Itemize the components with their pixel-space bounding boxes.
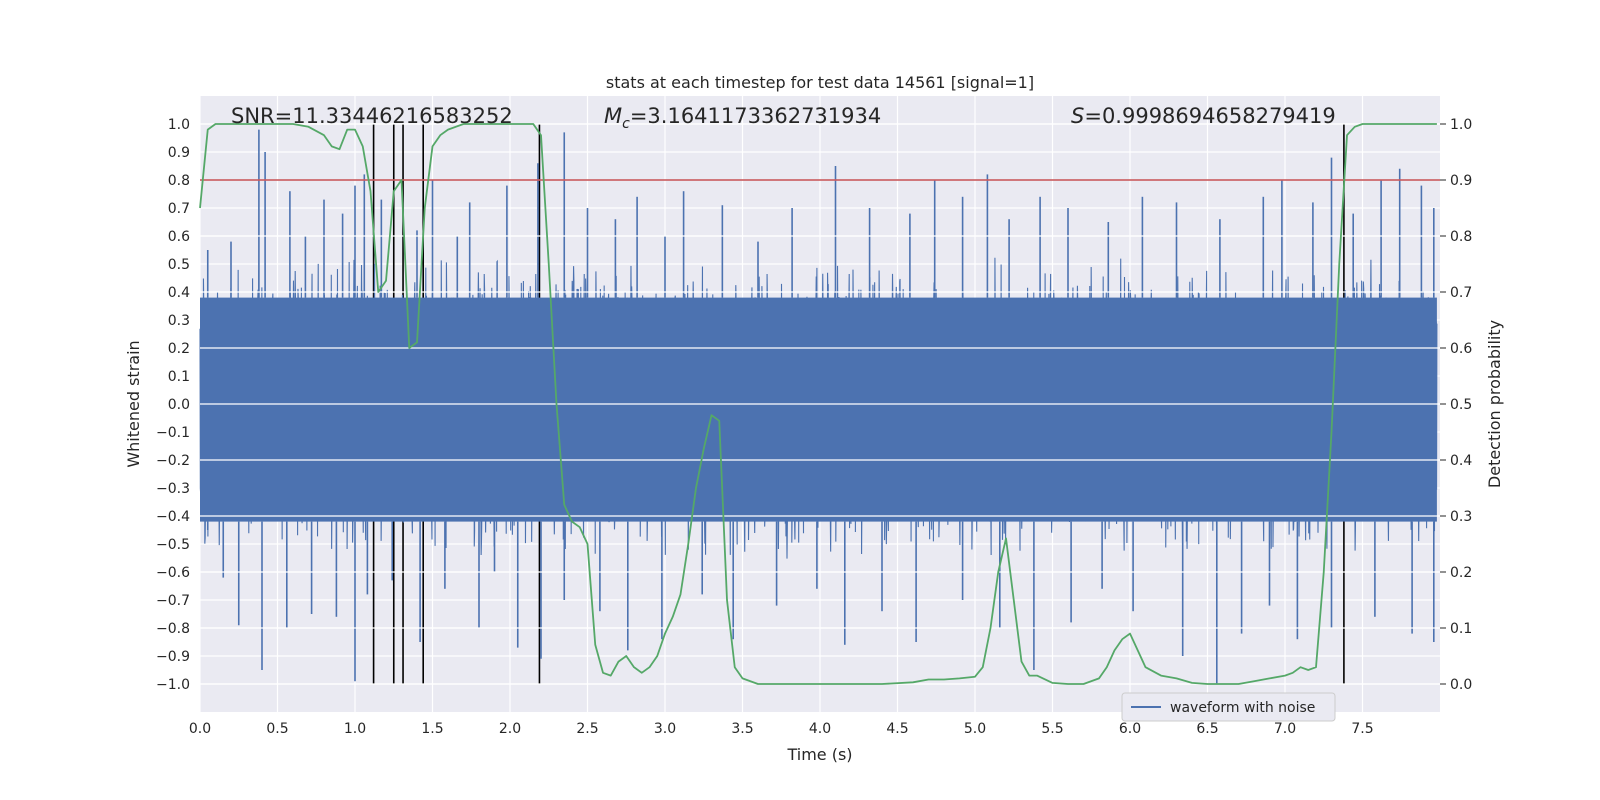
y2-tick-label: 0.7 <box>1450 285 1472 301</box>
x-tick-label: 1.5 <box>421 721 443 737</box>
y2-tick-label: 0.5 <box>1450 397 1472 413</box>
chirp-mass-annotation: Mc=3.1641173362731934 <box>604 104 881 132</box>
chart-title: stats at each timestep for test data 145… <box>606 73 1034 92</box>
y-tick-label: 0.3 <box>168 313 190 329</box>
y-tick-label: −1.0 <box>156 677 190 693</box>
y2-tick-label: 0.6 <box>1450 341 1472 357</box>
y-tick-label: 0.9 <box>168 145 190 161</box>
x-tick-label: 6.5 <box>1196 721 1218 737</box>
x-tick-label: 4.0 <box>809 721 831 737</box>
y2-tick-label: 0.8 <box>1450 229 1472 245</box>
y-tick-label: 0.6 <box>168 229 190 245</box>
y2-tick-label: 0.3 <box>1450 509 1472 525</box>
x-tick-label: 5.0 <box>964 721 986 737</box>
x-tick-label: 0.5 <box>266 721 288 737</box>
y-tick-label: −0.8 <box>156 621 190 637</box>
y-tick-label: 0.5 <box>168 257 190 273</box>
threshold-layer <box>200 123 1440 685</box>
y2-axis-label: Detection probability <box>1485 320 1504 488</box>
y-tick-label: −0.9 <box>156 649 190 665</box>
legend-box <box>1121 692 1336 722</box>
x-tick-label: 1.0 <box>344 721 366 737</box>
x-tick-label: 3.0 <box>654 721 676 737</box>
chirp-mass-subscript: c <box>622 116 630 132</box>
chirp-mass-symbol: M <box>604 104 622 128</box>
legend-label: waveform with noise <box>1170 700 1315 716</box>
y-tick-label: 0.0 <box>168 397 190 413</box>
probability-line <box>199 123 1437 685</box>
x-tick-label: 0.0 <box>189 721 211 737</box>
legend: waveform with noise <box>1121 692 1336 722</box>
tick-layer: 0.0 0.5 1.0 1.5 2.0 2.5 3.0 3.5 4.0 4.5 5.0 5.5 6.0 6… <box>156 117 1472 737</box>
y-tick-label: −0.2 <box>156 453 190 469</box>
y2-tick-label: 0.0 <box>1450 677 1472 693</box>
chirp-mass-value: =3.1641173362731934 <box>630 104 881 128</box>
waveform-core-band <box>200 297 1437 522</box>
y-tick-label: 0.1 <box>168 369 190 385</box>
y-tick-label: −0.5 <box>156 537 190 553</box>
y2-tick-label: 0.9 <box>1450 173 1472 189</box>
score-annotation: S=0.9998694658279419 <box>1071 104 1336 128</box>
y-tick-label: −0.7 <box>156 593 190 609</box>
snr-annotation: SNR=11.33446216583252 <box>231 104 513 128</box>
x-tick-label: 5.5 <box>1041 721 1063 737</box>
x-tick-label: 6.0 <box>1119 721 1141 737</box>
y-tick-label: −0.4 <box>156 509 190 525</box>
y2-tick-label: 0.4 <box>1450 453 1472 469</box>
y2-tick-label: 0.1 <box>1450 621 1472 637</box>
waveform-series <box>199 129 1438 684</box>
y-axis-label: Whitened strain <box>124 340 143 467</box>
x-tick-label: 3.5 <box>731 721 753 737</box>
x-tick-label: 7.5 <box>1351 721 1373 737</box>
score-value: =0.9998694658279419 <box>1084 104 1335 128</box>
y-tick-label: 0.2 <box>168 341 190 357</box>
y-tick-label: 1.0 <box>168 117 190 133</box>
y-tick-label: 0.4 <box>168 285 190 301</box>
y-tick-label: 0.7 <box>168 201 190 217</box>
x-tick-label: 2.0 <box>499 721 521 737</box>
x-tick-label: 7.0 <box>1274 721 1296 737</box>
y2-tick-label: 0.2 <box>1450 565 1472 581</box>
x-tick-label: 2.5 <box>576 721 598 737</box>
y-tick-label: −0.6 <box>156 565 190 581</box>
y-tick-label: −0.1 <box>156 425 190 441</box>
x-axis-label: Time (s) <box>786 745 852 764</box>
y-tick-label: −0.3 <box>156 481 190 497</box>
x-tick-label: 4.5 <box>886 721 908 737</box>
score-symbol: S <box>1071 104 1084 128</box>
probability-series <box>199 123 1437 685</box>
y-tick-label: 0.8 <box>168 173 190 189</box>
y2-tick-label: 1.0 <box>1450 117 1472 133</box>
